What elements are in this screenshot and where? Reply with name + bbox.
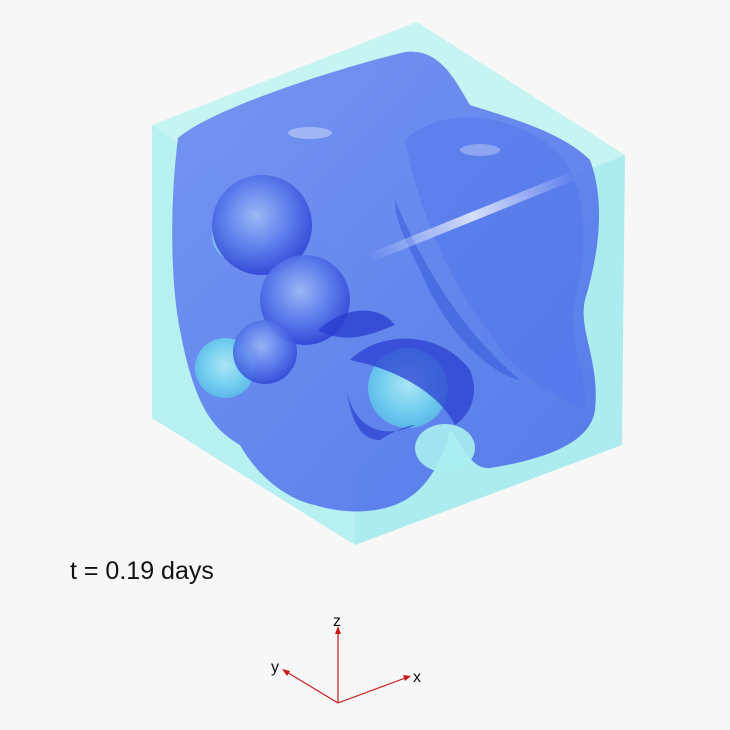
time-label: t = 0.19 days bbox=[70, 557, 214, 585]
y-axis-line bbox=[284, 670, 339, 704]
sphere-chain bbox=[212, 175, 475, 440]
y-axis-label: y bbox=[271, 659, 279, 676]
x-axis-line bbox=[337, 676, 409, 704]
axis-triad: z x y bbox=[271, 613, 421, 704]
glare-highlight bbox=[288, 127, 579, 263]
z-axis-label: z bbox=[333, 613, 341, 630]
x-axis-label: x bbox=[413, 669, 421, 686]
